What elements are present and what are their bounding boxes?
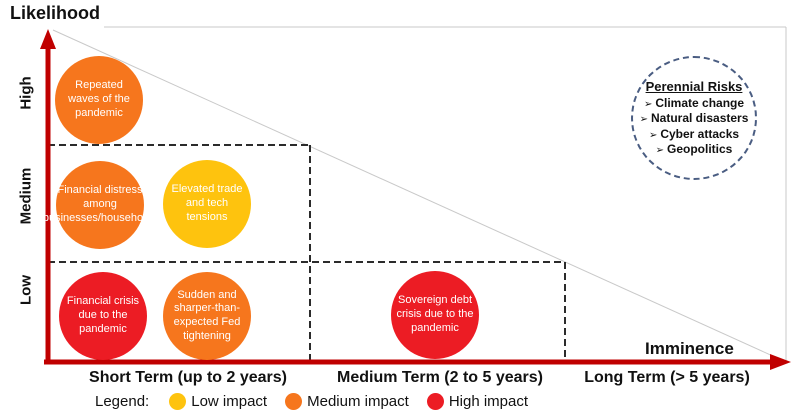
x-axis-arrow — [44, 354, 791, 370]
risk-bubble-repeated-waves: Repeated waves of the pandemic — [55, 56, 143, 144]
x-tick-long-term: Long Term (> 5 years) — [584, 369, 750, 386]
region-boundary-dashed-lines — [48, 144, 566, 360]
triangle-outline — [52, 26, 787, 363]
legend-swatch-medium-impact — [285, 393, 303, 410]
perennial-risks-title: Perennial Risks — [645, 79, 743, 95]
x-tick-short-term: Short Term (up to 2 years) — [89, 369, 287, 386]
perennial-risk-item: ➢ Natural disasters — [639, 111, 749, 126]
perennial-risks-circle: Perennial Risks ➢ Climate change ➢ Natural… — [631, 56, 757, 180]
y-axis-arrow — [40, 29, 56, 363]
risk-bubble-sovereign-debt: Sovereign debt crisis due to the pandemi… — [391, 271, 479, 359]
x-tick-medium-term: Medium Term (2 to 5 years) — [337, 369, 543, 386]
perennial-risk-item: ➢ Cyber attacks — [648, 126, 740, 141]
legend: Legend: Low impact Medium impact High im… — [95, 393, 546, 410]
arrowhead-bullet-icon: ➢ — [643, 99, 653, 111]
legend-title: Legend: — [95, 393, 150, 410]
perennial-risk-item: ➢ Climate change — [643, 96, 745, 111]
risk-bubble-trade-tech-tensions: Elevated trade and tech tensions — [163, 160, 251, 248]
x-axis-title: Imminence — [645, 339, 734, 358]
risk-bubble-fed-tightening: Sudden and sharper-than-expected Fed tig… — [163, 272, 251, 360]
perennial-risk-item: ➢ Geopolitics — [655, 141, 733, 156]
legend-swatch-high-impact — [426, 393, 444, 410]
arrowhead-bullet-icon: ➢ — [655, 144, 665, 156]
legend-item-low-impact: Low impact — [169, 393, 267, 410]
y-tick-low: Low — [17, 275, 35, 305]
legend-item-high-impact: High impact — [426, 393, 529, 410]
legend-item-label: High impact — [448, 393, 529, 410]
risk-bubble-financial-crisis: Financial crisis due to the pandemic — [59, 272, 147, 360]
arrowhead-bullet-icon: ➢ — [648, 129, 658, 141]
arrowhead-bullet-icon: ➢ — [639, 114, 648, 126]
legend-swatch-low-impact — [169, 393, 187, 410]
legend-item-medium-impact: Medium impact — [285, 393, 409, 410]
y-axis-title: Likelihood — [10, 3, 100, 23]
risk-bubble-financial-distress: Financial distress among businesses/hous… — [43, 161, 157, 249]
legend-item-label: Medium impact — [307, 393, 409, 410]
y-tick-medium: Medium — [17, 167, 35, 225]
legend-item-label: Low impact — [191, 393, 268, 410]
y-tick-high: High — [17, 76, 35, 110]
